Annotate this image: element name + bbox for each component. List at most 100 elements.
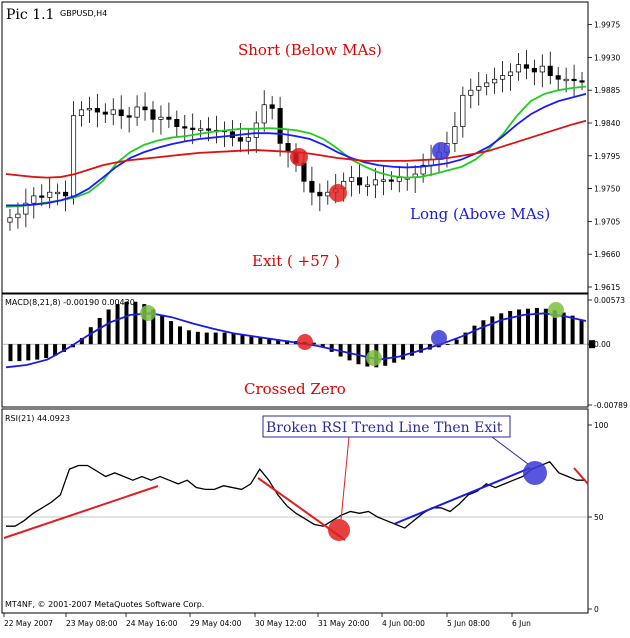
rsi-y-tick-label: 0: [594, 605, 599, 614]
macd-histogram-bar: [526, 308, 530, 345]
macd-histogram-bar: [62, 344, 66, 352]
macd-histogram-bar: [276, 339, 281, 345]
macd-signal-marker: [366, 350, 382, 366]
macd-histogram-bar: [490, 316, 495, 345]
candle-body: [23, 202, 29, 215]
macd-signal-marker: [140, 305, 156, 321]
macd-histogram-bar: [35, 344, 40, 360]
macd-histogram-bar: [311, 342, 316, 345]
price-y-tick-label: 1.9975: [594, 21, 620, 30]
rsi-label: RSI(21) 44.0923: [5, 414, 70, 423]
macd-y-tick-label: 0.00: [594, 340, 611, 349]
price-y-tick-label: 1.9795: [594, 152, 620, 161]
candle-body: [110, 109, 116, 115]
x-axis-label: 6 Jun: [512, 619, 531, 628]
rsi-exit-marker: [328, 519, 350, 541]
ma-line-medium: [6, 92, 587, 207]
price-signal-marker: [329, 184, 347, 202]
macd-histogram-bar: [499, 313, 504, 345]
x-axis-label: 29 May 04:00: [190, 619, 242, 628]
candle-body: [523, 64, 529, 69]
macd-histogram-bar: [17, 344, 22, 362]
candle-body: [55, 191, 61, 195]
macd-histogram-bar: [160, 314, 165, 345]
candle-body: [70, 115, 77, 197]
macd-histogram-bar: [418, 344, 423, 353]
macd-histogram-bar: [561, 312, 566, 345]
annotation-crossed-zero: Crossed Zero: [244, 380, 346, 398]
candle-body: [364, 184, 371, 187]
x-axis-label: 23 May 08:00: [66, 619, 118, 628]
candle-body: [380, 179, 386, 182]
candle-body: [396, 177, 402, 182]
macd-histogram-bar: [383, 344, 388, 366]
macd-histogram-bar: [517, 309, 522, 345]
macd-histogram-bar: [240, 334, 245, 345]
macd-histogram-bar: [79, 338, 84, 345]
rsi-layer: [2, 436, 589, 541]
candle-body: [237, 137, 243, 142]
candle-body: [500, 75, 506, 80]
macd-histogram-bar: [195, 331, 200, 345]
annotation-rsi-break: Broken RSI Trend Line Then Exit: [266, 420, 503, 436]
candle-body: [571, 78, 577, 82]
macd-histogram-bar: [267, 338, 272, 345]
candle-body: [206, 128, 212, 131]
macd-histogram-bar: [231, 333, 236, 345]
macd-histogram-bar: [401, 344, 406, 360]
rsi-y-tick-label: 100: [594, 421, 609, 430]
macd-current-value-marker: [589, 340, 595, 349]
candle-body: [349, 177, 355, 182]
x-axis-label: 22 May 2007: [4, 619, 53, 628]
rsi-trendline-long: [393, 467, 531, 525]
candle-body: [15, 213, 21, 219]
candle-body: [198, 128, 204, 131]
candle-body: [309, 180, 315, 193]
macd-histogram-bar: [97, 317, 102, 345]
candle-body: [563, 78, 569, 82]
macd-histogram-bar: [534, 307, 539, 345]
rsi-y-tick-label: 50: [594, 513, 604, 522]
candle-body: [158, 116, 164, 120]
candle-body: [547, 65, 553, 76]
macd-histogram-bar: [320, 344, 325, 348]
rsi-trendline-up: [3, 485, 159, 539]
candle-body: [31, 195, 37, 204]
candle-body: [388, 179, 394, 182]
x-axis-label: 4 Jun 00:00: [382, 619, 425, 628]
candle-body: [468, 89, 474, 96]
annotation-pointer-red: [340, 436, 350, 521]
macd-panel-frame: [1, 293, 589, 408]
candle-body: [531, 67, 537, 73]
macd-histogram-bar: [463, 332, 468, 345]
macd-histogram-bar: [454, 339, 459, 345]
candle-body: [515, 64, 522, 73]
macd-signal-marker: [431, 330, 447, 346]
candle-body: [86, 108, 92, 111]
macd-histogram-bar: [258, 338, 263, 345]
macd-histogram-bar: [106, 309, 111, 345]
candle-body: [420, 164, 426, 175]
candle-body: [63, 191, 69, 197]
price-layer: [5, 50, 587, 231]
candle-body: [484, 82, 490, 87]
candle-body: [126, 115, 132, 118]
macd-histogram-bar: [579, 319, 584, 345]
macd-histogram-bar: [329, 344, 334, 352]
macd-histogram-bar: [142, 304, 147, 345]
macd-layer: [2, 301, 588, 369]
annotation-exit: Exit ( +57 ): [252, 252, 340, 270]
rsi-annotation-box: [262, 415, 511, 438]
macd-histogram-bar: [115, 304, 120, 345]
macd-histogram-bar: [204, 332, 209, 345]
macd-histogram-bar: [552, 310, 557, 345]
macd-histogram-bar: [26, 344, 31, 361]
candle-body: [579, 80, 585, 83]
macd-histogram-bar: [285, 340, 290, 345]
candle-body: [476, 86, 482, 91]
rsi-trendline-short: [573, 467, 589, 485]
macd-histogram-bar: [178, 326, 182, 345]
price-signal-marker: [432, 142, 450, 160]
price-y-tick-label: 1.9885: [594, 86, 620, 95]
